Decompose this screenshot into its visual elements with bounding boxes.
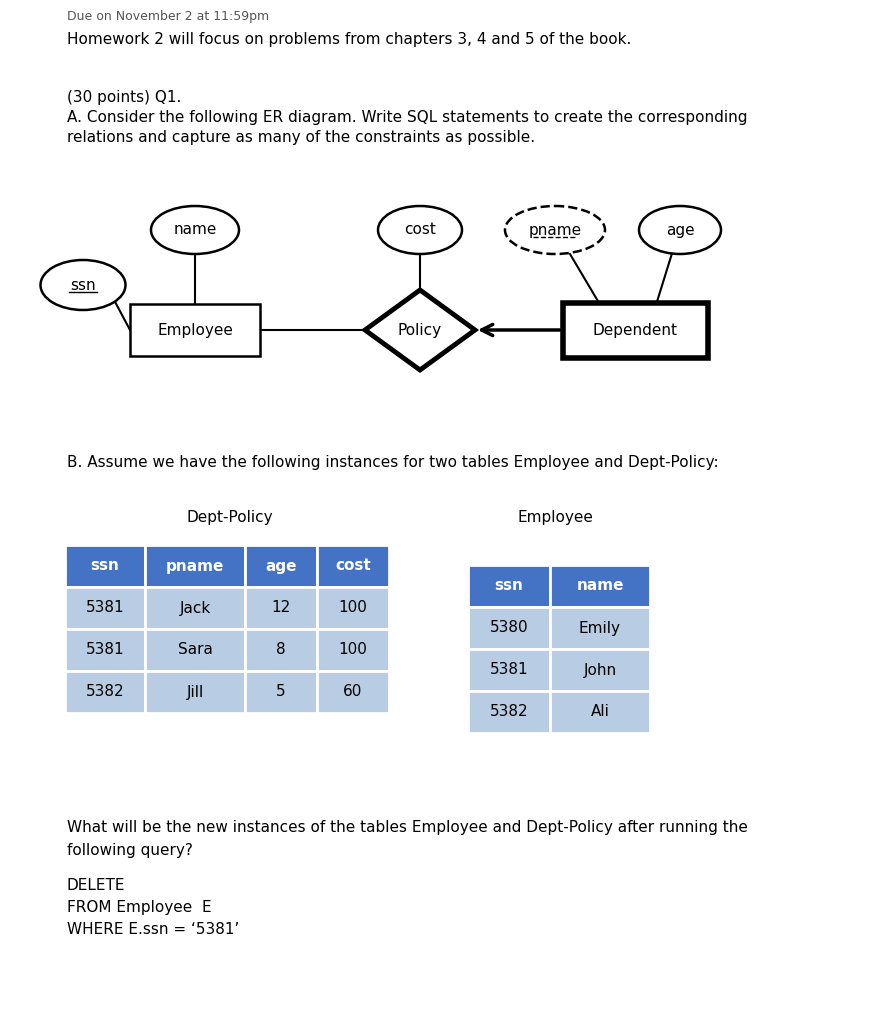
Text: pname: pname: [166, 558, 224, 573]
Text: Employee: Employee: [517, 510, 593, 525]
Bar: [65, 545, 145, 587]
Text: 5382: 5382: [86, 684, 124, 699]
Bar: [550, 607, 650, 649]
Bar: [145, 545, 245, 587]
Text: Sara: Sara: [178, 642, 213, 657]
Bar: [65, 671, 145, 713]
Bar: [245, 671, 317, 713]
Text: name: name: [173, 222, 217, 238]
Ellipse shape: [639, 206, 721, 254]
Bar: [245, 545, 317, 587]
Bar: [130, 304, 260, 356]
Text: Ali: Ali: [590, 705, 609, 720]
Bar: [317, 545, 389, 587]
Bar: [65, 629, 145, 671]
Text: 8: 8: [276, 642, 286, 657]
Text: pname: pname: [529, 222, 581, 238]
Text: 5382: 5382: [489, 705, 529, 720]
Bar: [468, 649, 550, 691]
Text: age: age: [665, 222, 695, 238]
Bar: [317, 587, 389, 629]
Ellipse shape: [40, 260, 126, 310]
Text: Homework 2 will focus on problems from chapters 3, 4 and 5 of the book.: Homework 2 will focus on problems from c…: [67, 32, 631, 47]
Text: FROM Employee  E: FROM Employee E: [67, 900, 212, 915]
Text: Employee: Employee: [157, 323, 233, 338]
Bar: [468, 565, 550, 607]
Bar: [145, 587, 245, 629]
Bar: [563, 302, 707, 357]
Text: Emily: Emily: [579, 621, 621, 636]
Bar: [550, 649, 650, 691]
Text: cost: cost: [404, 222, 436, 238]
Text: 12: 12: [271, 600, 290, 615]
Bar: [245, 629, 317, 671]
Bar: [145, 671, 245, 713]
Text: relations and capture as many of the constraints as possible.: relations and capture as many of the con…: [67, 130, 535, 145]
Text: B. Assume we have the following instances for two tables Employee and Dept-Polic: B. Assume we have the following instance…: [67, 455, 719, 470]
Text: ssn: ssn: [90, 558, 120, 573]
Ellipse shape: [505, 206, 605, 254]
Text: 60: 60: [343, 684, 363, 699]
Text: following query?: following query?: [67, 843, 193, 858]
Bar: [550, 691, 650, 733]
Text: 100: 100: [338, 642, 367, 657]
Text: A. Consider the following ER diagram. Write SQL statements to create the corresp: A. Consider the following ER diagram. Wr…: [67, 110, 747, 125]
Text: 5380: 5380: [489, 621, 529, 636]
Text: Jill: Jill: [187, 684, 204, 699]
Text: 5381: 5381: [86, 642, 124, 657]
Text: Policy: Policy: [398, 323, 442, 338]
Text: ssn: ssn: [495, 579, 523, 594]
Text: John: John: [583, 663, 616, 678]
Text: ssn: ssn: [71, 278, 96, 293]
Text: (30 points) Q1.: (30 points) Q1.: [67, 90, 181, 105]
Bar: [145, 629, 245, 671]
Bar: [468, 607, 550, 649]
Text: 5381: 5381: [489, 663, 529, 678]
Bar: [65, 587, 145, 629]
Text: WHERE E.ssn = ‘5381’: WHERE E.ssn = ‘5381’: [67, 922, 239, 937]
Text: age: age: [265, 558, 296, 573]
Text: 100: 100: [338, 600, 367, 615]
Ellipse shape: [378, 206, 462, 254]
Bar: [317, 671, 389, 713]
Bar: [245, 587, 317, 629]
Text: Jack: Jack: [179, 600, 211, 615]
Text: name: name: [576, 579, 623, 594]
Text: What will be the new instances of the tables Employee and Dept-Policy after runn: What will be the new instances of the ta…: [67, 820, 747, 835]
Text: Dept-Policy: Dept-Policy: [187, 510, 273, 525]
Polygon shape: [365, 290, 475, 370]
Text: Due on November 2 at 11:59pm: Due on November 2 at 11:59pm: [67, 10, 269, 23]
Bar: [468, 691, 550, 733]
Text: cost: cost: [335, 558, 371, 573]
Bar: [550, 565, 650, 607]
Text: 5381: 5381: [86, 600, 124, 615]
Text: Dependent: Dependent: [592, 323, 678, 338]
Bar: [317, 629, 389, 671]
Text: 5: 5: [276, 684, 286, 699]
Text: DELETE: DELETE: [67, 878, 126, 893]
Ellipse shape: [151, 206, 239, 254]
